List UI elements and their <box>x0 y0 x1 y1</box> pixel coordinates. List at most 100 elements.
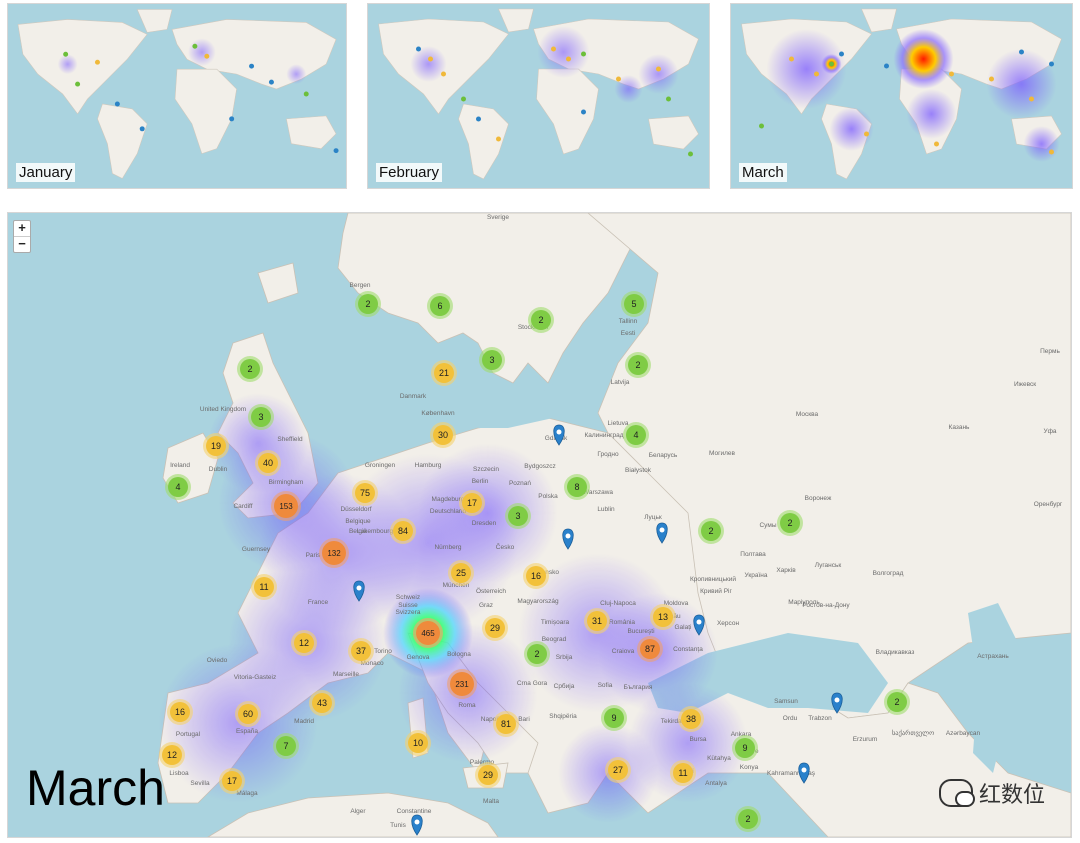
place-label: Magyarország <box>517 598 559 605</box>
europe-map[interactable]: SverigeBergenStockholmTallinnEestiLatvij… <box>8 213 1071 837</box>
cluster-marker[interactable]: 11 <box>670 760 696 786</box>
location-pin-icon[interactable] <box>353 580 365 602</box>
place-label: Москва <box>796 411 819 418</box>
cluster-marker[interactable]: 231 <box>447 669 477 699</box>
zoom-out-button[interactable]: − <box>18 236 26 251</box>
cluster-marker[interactable]: 132 <box>319 538 349 568</box>
cluster-marker[interactable]: 2 <box>625 352 651 378</box>
cluster-count: 19 <box>211 441 221 451</box>
place-label: Genova <box>407 654 430 661</box>
cluster-marker[interactable]: 27 <box>605 757 631 783</box>
cluster-count: 16 <box>175 707 185 717</box>
cluster-marker[interactable]: 16 <box>167 699 193 725</box>
cluster-marker[interactable]: 25 <box>448 560 474 586</box>
cluster-marker[interactable]: 4 <box>623 422 649 448</box>
cluster-marker[interactable]: 2 <box>698 518 724 544</box>
cluster-marker[interactable]: 7 <box>273 733 299 759</box>
march-map-panel: March <box>730 3 1073 189</box>
place-label: Erzurum <box>853 736 878 743</box>
place-label: Пермь <box>1040 348 1060 355</box>
europe-heatmap-panel[interactable]: + − <box>7 212 1072 838</box>
cluster-marker[interactable]: 81 <box>493 711 519 737</box>
cluster-marker[interactable]: 43 <box>309 690 335 716</box>
cluster-count: 2 <box>745 814 750 824</box>
cluster-marker[interactable]: 9 <box>601 705 627 731</box>
january-label: January <box>16 163 76 182</box>
cluster-marker[interactable]: 2 <box>528 307 554 333</box>
cluster-marker[interactable]: 12 <box>159 742 185 768</box>
cluster-marker[interactable]: 21 <box>431 360 457 386</box>
place-label: Česko <box>496 542 515 551</box>
cluster-marker[interactable]: 10 <box>405 730 431 756</box>
cluster-marker[interactable]: 37 <box>348 638 374 664</box>
place-label: Białystok <box>625 467 652 474</box>
cluster-marker[interactable]: 13 <box>650 604 676 630</box>
cluster-marker[interactable]: 465 <box>413 618 443 648</box>
place-label: Trabzon <box>808 715 832 722</box>
location-pin-icon[interactable] <box>411 814 423 836</box>
place-label: Warszawa <box>583 489 613 496</box>
cluster-marker[interactable]: 153 <box>271 491 301 521</box>
place-label: Düsseldorf <box>340 506 371 513</box>
cluster-marker[interactable]: 2 <box>355 291 381 317</box>
cluster-count: 132 <box>327 549 341 558</box>
place-label: Palermo <box>470 759 495 766</box>
place-label: Ankara <box>731 731 752 738</box>
cluster-marker[interactable]: 17 <box>219 768 245 794</box>
cluster-marker[interactable]: 17 <box>459 490 485 516</box>
cluster-marker[interactable]: 3 <box>479 347 505 373</box>
cluster-marker[interactable]: 11 <box>251 574 277 600</box>
cluster-marker[interactable]: 2 <box>777 510 803 536</box>
cluster-marker[interactable]: 29 <box>475 762 501 788</box>
place-label: Ростов-на-Дону <box>802 602 850 609</box>
location-pin-icon[interactable] <box>798 762 810 784</box>
place-label: Беларусь <box>649 452 678 459</box>
location-pin-icon[interactable] <box>562 528 574 550</box>
cluster-marker[interactable]: 19 <box>203 433 229 459</box>
cluster-marker[interactable]: 16 <box>523 563 549 589</box>
zoom-control: + − <box>13 220 31 253</box>
cluster-marker[interactable]: 31 <box>584 608 610 634</box>
cluster-marker[interactable]: 4 <box>165 474 191 500</box>
cluster-marker[interactable]: 3 <box>248 404 274 430</box>
cluster-marker[interactable]: 40 <box>255 450 281 476</box>
cluster-marker[interactable]: 2 <box>524 641 550 667</box>
location-pin-icon[interactable] <box>656 522 668 544</box>
cluster-marker[interactable]: 87 <box>637 636 663 662</box>
place-label: Bursa <box>690 736 707 743</box>
cluster-marker[interactable]: 2 <box>237 356 263 382</box>
place-label: Craiova <box>612 648 635 655</box>
place-label: Sverige <box>487 214 509 221</box>
cluster-marker[interactable]: 84 <box>390 518 416 544</box>
cluster-count: 4 <box>175 482 180 492</box>
cluster-marker[interactable]: 8 <box>564 474 590 500</box>
location-pins <box>353 424 843 836</box>
cluster-marker[interactable]: 12 <box>291 630 317 656</box>
place-label: Polska <box>538 493 558 500</box>
location-pin-icon[interactable] <box>831 692 843 714</box>
cluster-marker[interactable]: 30 <box>430 422 456 448</box>
cluster-marker[interactable]: 60 <box>235 701 261 727</box>
cluster-count: 27 <box>613 765 623 775</box>
zoom-in-button[interactable]: + <box>14 221 30 237</box>
cluster-marker[interactable]: 38 <box>678 706 704 732</box>
cluster-marker[interactable]: 3 <box>505 503 531 529</box>
place-label: România <box>609 619 635 626</box>
cluster-marker[interactable]: 6 <box>427 293 453 319</box>
place-label: Bari <box>518 716 530 723</box>
location-pin-icon[interactable] <box>693 614 705 636</box>
cluster-marker[interactable]: 75 <box>352 480 378 506</box>
place-label: Portugal <box>176 731 201 738</box>
place-label: Svizzera <box>396 609 421 616</box>
cluster-count: 81 <box>501 719 511 729</box>
cluster-count: 30 <box>438 430 448 440</box>
cluster-marker[interactable]: 9 <box>732 735 758 761</box>
cluster-count: 12 <box>299 638 309 648</box>
location-pin-icon[interactable] <box>553 424 565 446</box>
place-label: Shqipëria <box>549 713 577 720</box>
cluster-marker[interactable]: 29 <box>482 615 508 641</box>
cluster-marker[interactable]: 2 <box>884 689 910 715</box>
cluster-marker[interactable]: 5 <box>621 291 647 317</box>
cluster-marker[interactable]: 2 <box>735 806 761 832</box>
